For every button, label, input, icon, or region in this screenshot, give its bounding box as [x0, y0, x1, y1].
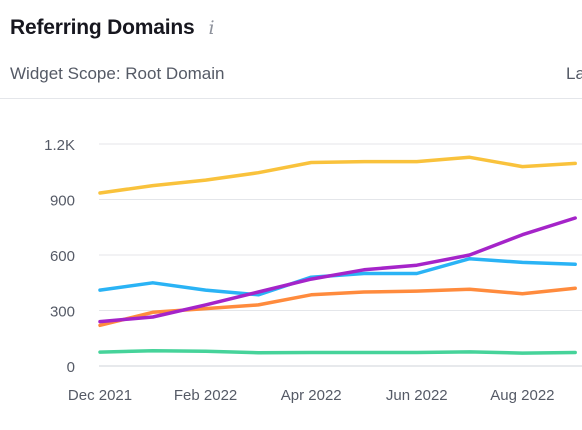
header-right-label: La [566, 64, 582, 83]
info-icon[interactable]: i [208, 16, 215, 39]
series-line-5 [98, 349, 577, 355]
y-tick-label: 600 [50, 248, 75, 265]
referring-domains-chart: 0 300 600 900 1.2K Dec 2021 Feb 2022 Apr 2022 Ju… [44, 137, 582, 404]
x-tick-label: Apr 2022 [281, 387, 342, 404]
y-tick-label: 1.2K [44, 137, 75, 154]
x-tick-label: Jun 2022 [386, 387, 448, 404]
series-line-3 [98, 286, 577, 328]
x-tick-label: Feb 2022 [174, 387, 237, 404]
x-tick-label: Aug 2022 [490, 387, 554, 404]
title-row: Referring Domains i [10, 16, 215, 40]
y-tick-label: 0 [67, 359, 75, 376]
x-tick-label: Dec 2021 [68, 387, 132, 404]
series-line-4 [98, 216, 577, 324]
series-line-1 [98, 155, 577, 195]
widget-scope-label: Widget Scope: Root Domain [10, 64, 225, 83]
chart-area: 0 300 600 900 1.2K Dec 2021 Feb 2022 Apr 2022 Ju… [0, 99, 582, 425]
widget-title: Referring Domains [10, 16, 195, 39]
series-line-2 [98, 256, 577, 297]
widget-header: Referring Domains i Widget Scope: Root D… [0, 0, 582, 99]
y-tick-label: 900 [50, 193, 75, 210]
y-tick-label: 300 [50, 304, 75, 321]
